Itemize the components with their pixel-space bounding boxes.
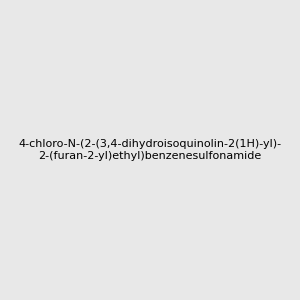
Text: 4-chloro-N-(2-(3,4-dihydroisoquinolin-2(1H)-yl)-
2-(furan-2-yl)ethyl)benzenesulf: 4-chloro-N-(2-(3,4-dihydroisoquinolin-2(… [18, 139, 282, 161]
